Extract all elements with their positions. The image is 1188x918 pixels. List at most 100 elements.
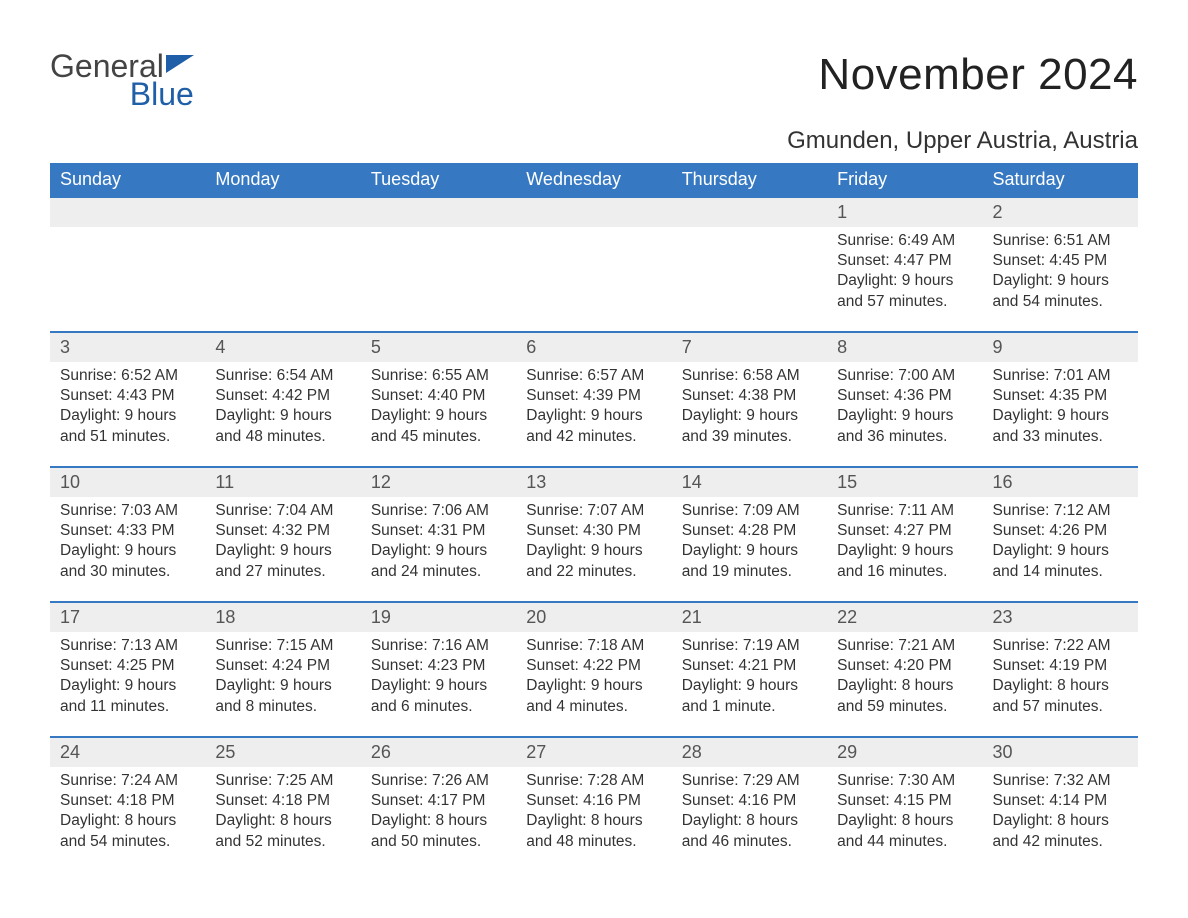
daylight1-line: Daylight: 9 hours <box>371 676 506 696</box>
daylight2-line: and 57 minutes. <box>993 697 1128 717</box>
daylight1-line: Daylight: 9 hours <box>526 541 661 561</box>
daylight2-line: and 42 minutes. <box>993 832 1128 852</box>
daynum-row: 24252627282930 <box>50 738 1138 767</box>
daylight1-line: Daylight: 9 hours <box>526 406 661 426</box>
day-number: 27 <box>516 738 671 767</box>
detail-row: Sunrise: 6:49 AMSunset: 4:47 PMDaylight:… <box>50 227 1138 315</box>
dow-tuesday: Tuesday <box>361 163 516 198</box>
day-detail <box>361 227 516 315</box>
daylight2-line: and 57 minutes. <box>837 292 972 312</box>
day-detail: Sunrise: 7:15 AMSunset: 4:24 PMDaylight:… <box>205 632 360 720</box>
day-detail: Sunrise: 6:55 AMSunset: 4:40 PMDaylight:… <box>361 362 516 450</box>
day-detail <box>672 227 827 315</box>
sunrise-line: Sunrise: 7:22 AM <box>993 636 1128 656</box>
day-number: 19 <box>361 603 516 632</box>
sunrise-line: Sunrise: 7:26 AM <box>371 771 506 791</box>
sunrise-line: Sunrise: 6:55 AM <box>371 366 506 386</box>
daylight1-line: Daylight: 8 hours <box>60 811 195 831</box>
sunrise-line: Sunrise: 7:04 AM <box>215 501 350 521</box>
day-number: 20 <box>516 603 671 632</box>
day-detail: Sunrise: 7:30 AMSunset: 4:15 PMDaylight:… <box>827 767 982 855</box>
day-number: 3 <box>50 333 205 362</box>
daynum-row: 17181920212223 <box>50 603 1138 632</box>
day-number: 15 <box>827 468 982 497</box>
day-number: 22 <box>827 603 982 632</box>
day-detail: Sunrise: 7:11 AMSunset: 4:27 PMDaylight:… <box>827 497 982 585</box>
day-number: 30 <box>983 738 1138 767</box>
daylight1-line: Daylight: 9 hours <box>682 541 817 561</box>
sunset-line: Sunset: 4:40 PM <box>371 386 506 406</box>
day-detail: Sunrise: 6:52 AMSunset: 4:43 PMDaylight:… <box>50 362 205 450</box>
sunrise-line: Sunrise: 7:25 AM <box>215 771 350 791</box>
sunset-line: Sunset: 4:18 PM <box>60 791 195 811</box>
daylight2-line: and 22 minutes. <box>526 562 661 582</box>
daylight2-line: and 36 minutes. <box>837 427 972 447</box>
daylight2-line: and 11 minutes. <box>60 697 195 717</box>
sunrise-line: Sunrise: 7:30 AM <box>837 771 972 791</box>
daylight1-line: Daylight: 9 hours <box>682 406 817 426</box>
sunset-line: Sunset: 4:25 PM <box>60 656 195 676</box>
daylight2-line: and 4 minutes. <box>526 697 661 717</box>
dow-saturday: Saturday <box>983 163 1138 198</box>
daylight2-line: and 19 minutes. <box>682 562 817 582</box>
dow-header-row: Sunday Monday Tuesday Wednesday Thursday… <box>50 163 1138 198</box>
day-number <box>205 198 360 227</box>
daynum-row: 12 <box>50 198 1138 227</box>
sunrise-line: Sunrise: 7:21 AM <box>837 636 972 656</box>
day-number: 28 <box>672 738 827 767</box>
sunset-line: Sunset: 4:22 PM <box>526 656 661 676</box>
sunset-line: Sunset: 4:14 PM <box>993 791 1128 811</box>
sunset-line: Sunset: 4:43 PM <box>60 386 195 406</box>
daylight2-line: and 24 minutes. <box>371 562 506 582</box>
sunrise-line: Sunrise: 6:51 AM <box>993 231 1128 251</box>
daylight2-line: and 51 minutes. <box>60 427 195 447</box>
sunset-line: Sunset: 4:45 PM <box>993 251 1128 271</box>
daylight1-line: Daylight: 9 hours <box>993 271 1128 291</box>
daylight1-line: Daylight: 9 hours <box>60 541 195 561</box>
sunset-line: Sunset: 4:42 PM <box>215 386 350 406</box>
day-number: 14 <box>672 468 827 497</box>
day-detail: Sunrise: 7:28 AMSunset: 4:16 PMDaylight:… <box>516 767 671 855</box>
day-detail <box>205 227 360 315</box>
sunset-line: Sunset: 4:16 PM <box>682 791 817 811</box>
day-number: 23 <box>983 603 1138 632</box>
sunrise-line: Sunrise: 6:49 AM <box>837 231 972 251</box>
sunrise-line: Sunrise: 7:06 AM <box>371 501 506 521</box>
daylight1-line: Daylight: 9 hours <box>60 676 195 696</box>
day-detail: Sunrise: 6:58 AMSunset: 4:38 PMDaylight:… <box>672 362 827 450</box>
daynum-row: 10111213141516 <box>50 468 1138 497</box>
day-detail: Sunrise: 7:29 AMSunset: 4:16 PMDaylight:… <box>672 767 827 855</box>
daynum-row: 3456789 <box>50 333 1138 362</box>
sunrise-line: Sunrise: 7:01 AM <box>993 366 1128 386</box>
detail-row: Sunrise: 7:13 AMSunset: 4:25 PMDaylight:… <box>50 632 1138 720</box>
sunrise-line: Sunrise: 7:00 AM <box>837 366 972 386</box>
daylight1-line: Daylight: 9 hours <box>215 406 350 426</box>
daylight2-line: and 42 minutes. <box>526 427 661 447</box>
sunset-line: Sunset: 4:39 PM <box>526 386 661 406</box>
sunset-line: Sunset: 4:17 PM <box>371 791 506 811</box>
sunset-line: Sunset: 4:33 PM <box>60 521 195 541</box>
daylight1-line: Daylight: 8 hours <box>993 811 1128 831</box>
daylight1-line: Daylight: 8 hours <box>993 676 1128 696</box>
day-number: 13 <box>516 468 671 497</box>
daylight1-line: Daylight: 9 hours <box>60 406 195 426</box>
day-number: 12 <box>361 468 516 497</box>
sunset-line: Sunset: 4:20 PM <box>837 656 972 676</box>
daylight1-line: Daylight: 8 hours <box>837 811 972 831</box>
daylight1-line: Daylight: 9 hours <box>371 541 506 561</box>
daylight2-line: and 45 minutes. <box>371 427 506 447</box>
daylight1-line: Daylight: 9 hours <box>682 676 817 696</box>
sunset-line: Sunset: 4:28 PM <box>682 521 817 541</box>
day-number <box>50 198 205 227</box>
daylight2-line: and 39 minutes. <box>682 427 817 447</box>
day-number: 29 <box>827 738 982 767</box>
sunrise-line: Sunrise: 6:57 AM <box>526 366 661 386</box>
sunrise-line: Sunrise: 7:28 AM <box>526 771 661 791</box>
daylight2-line: and 44 minutes. <box>837 832 972 852</box>
day-number: 17 <box>50 603 205 632</box>
sunrise-line: Sunrise: 7:29 AM <box>682 771 817 791</box>
daylight2-line: and 54 minutes. <box>993 292 1128 312</box>
sunrise-line: Sunrise: 7:32 AM <box>993 771 1128 791</box>
sunset-line: Sunset: 4:24 PM <box>215 656 350 676</box>
brand-text: General Blue <box>50 50 194 111</box>
